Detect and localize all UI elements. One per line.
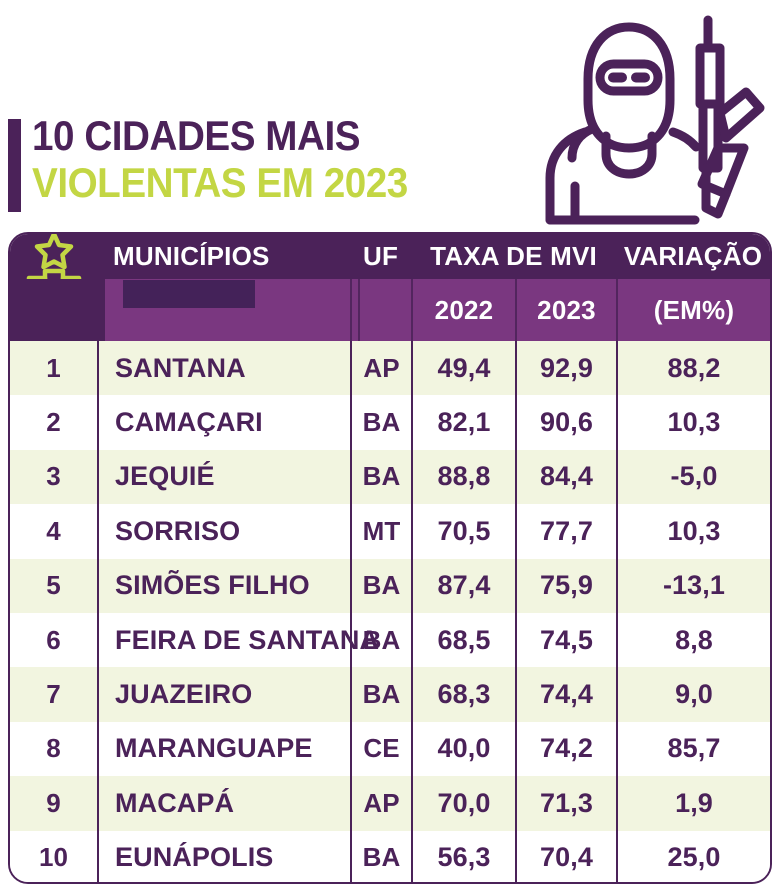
cell-taxa-2022: 82,1	[411, 395, 515, 450]
table-row: 4 SORRISO MT 70,5 77,7 10,3	[10, 504, 770, 559]
table-body: 1 SANTANA AP 49,4 92,9 88,2 2 CAMAÇARI BA 82,1 90,…	[10, 341, 770, 882]
cell-municipio: SANTANA	[97, 341, 350, 396]
subheader-variacao-unit: (EM%)	[616, 279, 770, 341]
table-row: 3 JEQUIÉ BA 88,8 84,4 -5,0	[10, 449, 770, 505]
cell-taxa-2022: 68,3	[411, 667, 515, 722]
subheader-year-2022: 2022	[411, 279, 515, 341]
cell-variacao: 25,0	[616, 830, 770, 882]
table-row: 5 SIMÕES FILHO BA 87,4 75,9 -13,1	[10, 558, 770, 613]
cell-municipio: EUNÁPOLIS	[97, 830, 350, 882]
cell-uf: BA	[350, 667, 411, 722]
title-line-primary: 10 CIDADES MAIS	[32, 112, 361, 159]
cell-variacao: 85,7	[616, 721, 770, 777]
cell-uf: BA	[350, 449, 411, 505]
cell-uf: BA	[350, 395, 411, 450]
table-row: 8 MARANGUAPE CE 40,0 74,2 85,7	[10, 721, 770, 777]
cell-taxa-2023: 84,4	[515, 449, 616, 505]
cell-municipio: JUAZEIRO	[97, 667, 350, 722]
table-row: 1 SANTANA AP 49,4 92,9 88,2	[10, 341, 770, 396]
title-accent-bar	[8, 119, 21, 212]
cell-uf: BA	[350, 612, 411, 668]
cell-rank: 7	[46, 679, 61, 710]
cell-rank: 8	[46, 733, 61, 764]
cell-rank: 9	[46, 787, 61, 818]
cell-uf: BA	[350, 830, 411, 882]
cell-rank: 2	[46, 407, 61, 438]
cell-taxa-2022: 70,5	[411, 504, 515, 559]
cell-variacao: -13,1	[616, 558, 770, 613]
cell-uf: CE	[350, 721, 411, 777]
cell-uf: MT	[350, 504, 411, 559]
table-row: 7 JUAZEIRO BA 68,3 74,4 9,0	[10, 667, 770, 722]
cell-taxa-2023: 74,2	[515, 721, 616, 777]
subheader-spacer-rank	[10, 279, 97, 341]
table-row: 10 EUNÁPOLIS BA 56,3 70,4 25,0	[10, 830, 770, 882]
cell-taxa-2022: 56,3	[411, 830, 515, 882]
cell-taxa-2023: 74,5	[515, 612, 616, 668]
table-row: 6 FEIRA DE SANTANA BA 68,5 74,5 8,8	[10, 612, 770, 668]
cell-rank: 5	[46, 570, 61, 601]
cell-taxa-2023: 70,4	[515, 830, 616, 882]
cell-taxa-2022: 40,0	[411, 721, 515, 777]
column-header-municipios: MUNICÍPIOS	[113, 241, 270, 271]
cell-municipio: MACAPÁ	[97, 776, 350, 831]
cell-rank: 10	[38, 842, 69, 873]
cell-taxa-2023: 71,3	[515, 776, 616, 831]
armed-masked-person-icon	[530, 8, 770, 230]
cell-municipio: SORRISO	[97, 504, 350, 559]
cell-municipio: JEQUIÉ	[97, 449, 350, 505]
cell-variacao: 10,3	[616, 395, 770, 450]
cell-taxa-2022: 70,0	[411, 776, 515, 831]
cell-variacao: 10,3	[616, 504, 770, 559]
page-title: 10 CIDADES MAIS VIOLENTAS EM 2023	[32, 112, 532, 206]
redaction-block	[123, 280, 255, 308]
subheader-year-2023: 2023	[515, 279, 616, 341]
table-row: 2 CAMAÇARI BA 82,1 90,6 10,3	[10, 395, 770, 450]
cell-municipio: CAMAÇARI	[97, 395, 350, 450]
infographic-header: 10 CIDADES MAIS VIOLENTAS EM 2023	[0, 0, 782, 228]
cell-variacao: 1,9	[616, 776, 770, 831]
table-header-row-subtitles: 2022 2023 (EM%)	[10, 279, 770, 341]
column-header-taxa-de-mvi: TAXA DE MVI	[430, 241, 597, 271]
table-row: 9 MACAPÁ AP 70,0 71,3 1,9	[10, 776, 770, 831]
subheader-spacer-uf	[350, 279, 411, 341]
cell-uf: AP	[350, 341, 411, 396]
cell-taxa-2023: 75,9	[515, 558, 616, 613]
cell-taxa-2023: 90,6	[515, 395, 616, 450]
cell-taxa-2022: 49,4	[411, 341, 515, 396]
cell-uf: BA	[350, 558, 411, 613]
column-header-variacao: VARIAÇÃO	[623, 241, 763, 271]
cell-variacao: 8,8	[616, 612, 770, 668]
cell-taxa-2022: 88,8	[411, 449, 515, 505]
ranking-table: MUNICÍPIOS UF TAXA DE MVI VARIAÇÃO 2022 …	[8, 232, 772, 884]
cell-rank: 3	[46, 461, 61, 492]
cell-rank: 6	[46, 624, 61, 655]
cell-municipio: SIMÕES FILHO	[97, 558, 350, 613]
cell-variacao: 88,2	[616, 341, 770, 396]
podium-star-icon	[10, 234, 97, 296]
cell-variacao: 9,0	[616, 667, 770, 722]
title-line-secondary: VIOLENTAS EM 2023	[32, 159, 408, 206]
cell-taxa-2022: 87,4	[411, 558, 515, 613]
cell-rank: 4	[46, 515, 61, 546]
cell-uf: AP	[350, 776, 411, 831]
cell-municipio: MARANGUAPE	[97, 721, 350, 777]
cell-taxa-2023: 92,9	[515, 341, 616, 396]
subheader-uf-block	[358, 279, 419, 341]
cell-variacao: -5,0	[616, 449, 770, 505]
table-header: MUNICÍPIOS UF TAXA DE MVI VARIAÇÃO 2022 …	[10, 234, 770, 341]
cell-taxa-2022: 68,5	[411, 612, 515, 668]
cell-rank: 1	[46, 352, 61, 383]
column-header-uf: UF	[362, 241, 399, 271]
cell-municipio: FEIRA DE SANTANA	[97, 612, 379, 668]
table-header-row-titles: MUNICÍPIOS UF TAXA DE MVI VARIAÇÃO	[10, 234, 770, 341]
cell-taxa-2023: 77,7	[515, 504, 616, 559]
cell-taxa-2023: 74,4	[515, 667, 616, 722]
